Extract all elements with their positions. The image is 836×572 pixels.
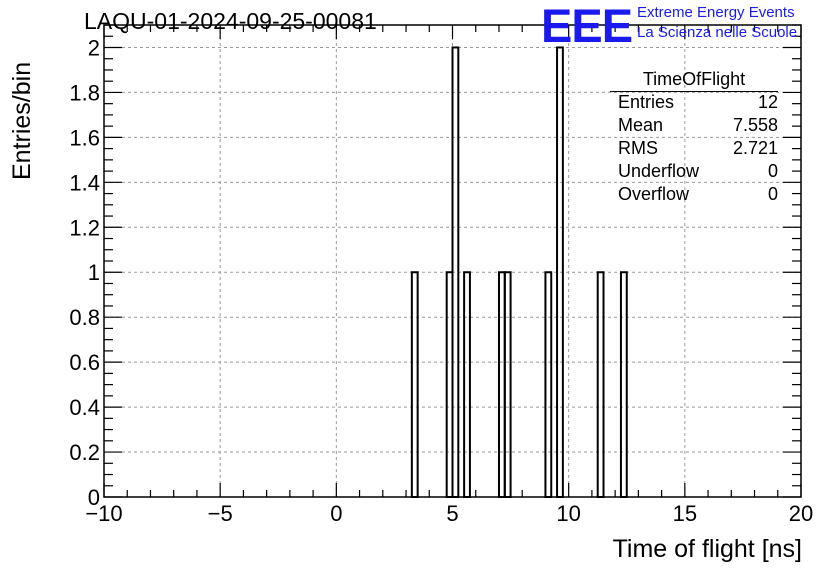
stats-label: Mean: [618, 115, 664, 135]
axis-ticks: [103, 24, 802, 498]
y-tick-label: 0.8: [69, 305, 100, 330]
stats-value: 7.558: [732, 115, 778, 135]
stats-value: 12: [757, 92, 778, 112]
histogram-bin: [503, 271, 512, 498]
logo-line-2: La Scienza nelle Scuole: [637, 24, 798, 41]
stats-value: 2.721: [732, 138, 778, 158]
stats-value: 0: [767, 184, 778, 204]
stats-value: 0: [767, 161, 778, 181]
y-tick-label: 1: [88, 260, 100, 285]
stats-row-underflow: Underflow 0: [610, 160, 778, 183]
stats-row-entries: Entries 12: [610, 91, 778, 114]
histogram-bin: [556, 46, 564, 498]
stats-label: Entries: [618, 92, 675, 112]
histogram-bin: [619, 271, 628, 498]
stats-row-mean: Mean 7.558: [610, 114, 778, 137]
histogram-bin: [596, 271, 605, 498]
x-tick-label: 5: [446, 501, 458, 526]
y-tick-label: 2: [88, 35, 100, 60]
y-tick-label: 1.2: [69, 215, 100, 240]
y-tick-label: 1.6: [69, 125, 100, 150]
y-tick-label: 1.4: [69, 170, 100, 195]
x-tick-label: 0: [330, 501, 342, 526]
histogram-bin: [451, 46, 460, 498]
x-tick-label: 15: [673, 501, 697, 526]
y-tick-label: 0.4: [69, 395, 100, 420]
stats-label: RMS: [618, 138, 658, 158]
stats-label: Overflow: [618, 184, 690, 204]
x-tick-labels: −10 −5 0 5 10 15 20: [85, 501, 813, 526]
y-tick-labels: 0 0.2 0.4 0.6 0.8 1 1.2 1.4 1.6 1.8 2: [69, 35, 100, 510]
histogram-bin: [544, 271, 553, 498]
x-axis-label: Time of flight [ns]: [612, 535, 802, 563]
x-tick-label: −10: [85, 501, 122, 526]
x-tick-label: 10: [556, 501, 580, 526]
stats-label: Underflow: [618, 161, 700, 181]
x-tick-label: 20: [789, 501, 813, 526]
y-axis-label: Entries/bin: [8, 61, 36, 180]
x-tick-label: −5: [208, 501, 233, 526]
y-tick-label: 0.2: [69, 440, 100, 465]
eee-logo: EEE: [541, 0, 633, 52]
logo-line-1: Extreme Energy Events: [637, 4, 795, 21]
histogram-bin: [410, 271, 419, 498]
y-tick-label: 0: [88, 485, 100, 510]
stats-box: TimeOfFlight Entries 12 Mean 7.558 RMS 2…: [610, 68, 778, 206]
y-tick-label: 1.8: [69, 80, 100, 105]
histogram-bin: [463, 271, 471, 498]
y-tick-label: 0.6: [69, 350, 100, 375]
chart-title: LAQU-01-2024-09-25-00081: [84, 8, 377, 34]
stats-title: TimeOfFlight: [610, 68, 778, 92]
stats-row-overflow: Overflow 0: [610, 183, 778, 206]
stats-row-rms: RMS 2.721: [610, 137, 778, 160]
